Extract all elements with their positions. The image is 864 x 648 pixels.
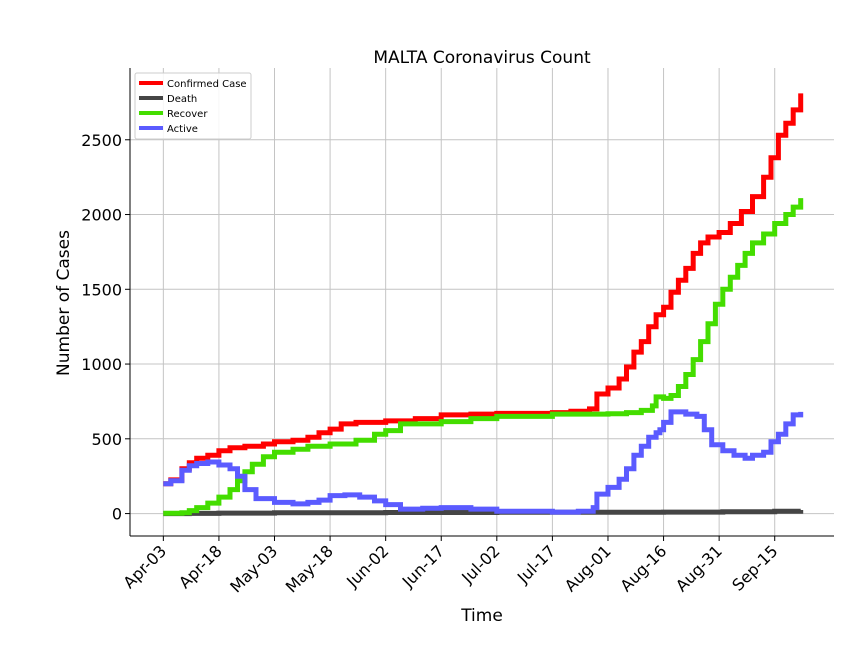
y-tick-label: 1500 bbox=[81, 280, 122, 299]
legend-label: Death bbox=[167, 94, 197, 105]
axes: Apr-03 Apr-18 May-03 May-18 Jun-02 Jun-17 Jul-… bbox=[81, 68, 834, 597]
x-tick-label: Aug-01 bbox=[561, 541, 615, 595]
y-tick-label: 0 bbox=[112, 505, 122, 524]
x-tick-label: Jul-02 bbox=[457, 541, 503, 587]
x-tick-label: Sep-15 bbox=[728, 541, 781, 594]
x-tick-label: Jun-17 bbox=[398, 541, 448, 591]
legend-label: Active bbox=[167, 124, 198, 135]
x-tick-label: May-18 bbox=[282, 541, 337, 596]
series-line-confirmed-case bbox=[163, 93, 804, 487]
x-tick-label: May-03 bbox=[226, 541, 281, 596]
x-tick-label: Jul-17 bbox=[513, 541, 559, 587]
y-tick-label: 500 bbox=[91, 430, 122, 449]
y-tick-label: 2000 bbox=[81, 206, 122, 225]
x-tick-label: Aug-31 bbox=[672, 541, 726, 595]
series-line-active bbox=[163, 409, 804, 515]
y-tick-label: 2500 bbox=[81, 131, 122, 150]
chart-title: MALTA Coronavirus Count bbox=[373, 48, 591, 68]
x-tick-label: Apr-18 bbox=[175, 541, 226, 592]
x-tick-label: Aug-16 bbox=[616, 541, 670, 595]
legend: Confirmed Case Death Recover Active bbox=[134, 72, 252, 140]
x-tick-label: Jun-02 bbox=[342, 541, 392, 591]
x-axis-title: Time bbox=[460, 606, 503, 626]
legend-label: Confirmed Case bbox=[167, 79, 247, 90]
x-tick-label: Apr-03 bbox=[119, 541, 170, 592]
legend-box bbox=[134, 72, 252, 140]
legend-label: Recover bbox=[167, 109, 208, 120]
y-tick-label: 1000 bbox=[81, 355, 122, 374]
series-lines bbox=[163, 93, 804, 517]
y-axis-title: Number of Cases bbox=[54, 230, 74, 376]
